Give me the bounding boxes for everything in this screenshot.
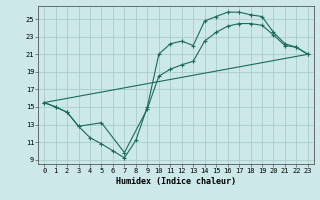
X-axis label: Humidex (Indice chaleur): Humidex (Indice chaleur) [116,177,236,186]
